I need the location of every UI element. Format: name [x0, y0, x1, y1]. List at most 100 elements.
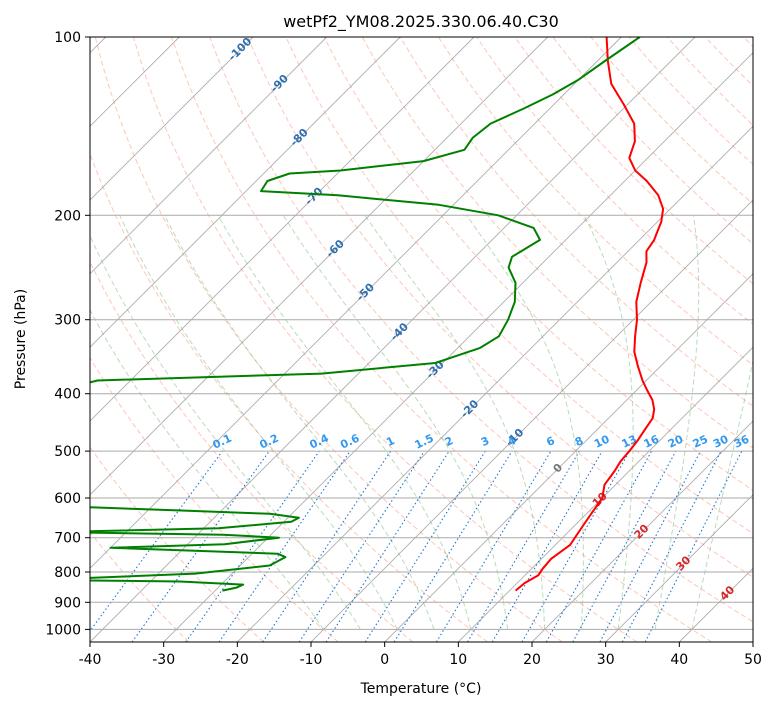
isotherm — [605, 494, 753, 642]
isotherm-label: 40 — [717, 583, 737, 603]
x-tick-label: 50 — [744, 652, 762, 668]
dry-adiabat — [590, 37, 753, 205]
mixing-ratio-label: 36 — [732, 432, 752, 450]
mixing-ratio-label: 1 — [384, 434, 396, 449]
moist-adiabat — [90, 234, 361, 630]
dry-adiabat — [171, 37, 712, 642]
mixing-ratio-line — [218, 450, 351, 642]
mixing-ratio-line — [644, 450, 743, 642]
y-tick-label: 200 — [54, 208, 81, 224]
mixing-ratio-line — [262, 450, 392, 642]
y-tick-label: 100 — [54, 30, 81, 46]
pressure-gridlines — [90, 37, 753, 630]
isotherm — [90, 37, 401, 348]
mixing-ratio-line — [572, 450, 677, 642]
x-tick-label: -40 — [79, 652, 102, 668]
y-tick-label: 1000 — [45, 622, 81, 638]
mixing-ratio-label: 30 — [711, 432, 731, 450]
mixing-ratio-line — [545, 450, 653, 642]
y-tick-label: 500 — [54, 444, 81, 460]
x-tick-label: 0 — [380, 652, 389, 668]
isotherm — [531, 420, 753, 642]
y-axis-label: Pressure (hPa) — [13, 289, 29, 389]
mixing-ratio-line — [621, 450, 722, 642]
mixing-ratio-line — [599, 450, 701, 642]
mixing-ratio-line — [467, 450, 580, 642]
isotherm — [457, 346, 753, 642]
moist-adiabat — [466, 215, 584, 630]
y-tick-label: 700 — [54, 531, 81, 547]
plot-frame — [89, 36, 754, 643]
mixing-ratio-label: 0.4 — [308, 431, 331, 451]
dry-adiabat — [285, 37, 753, 535]
dry-adiabat — [323, 37, 753, 491]
x-tick-label: -10 — [300, 652, 323, 668]
isotherm — [163, 52, 753, 642]
mixing-ratio-line — [521, 450, 630, 642]
x-tick-label: -30 — [152, 652, 175, 668]
isotherm — [384, 273, 753, 642]
isotherm-label: -40 — [388, 320, 411, 343]
dry-adiabat — [514, 37, 753, 285]
y-tick-label: 900 — [54, 595, 81, 611]
mixing-ratio-line — [491, 450, 603, 642]
isotherm — [90, 37, 549, 496]
isotherm — [90, 37, 254, 201]
isotherm-label: -60 — [324, 237, 347, 260]
isotherm-label: 30 — [673, 553, 693, 573]
mixing-ratio-label: 20 — [666, 432, 686, 450]
moist-adiabat — [119, 215, 398, 630]
x-tick-label: 30 — [597, 652, 615, 668]
dry-adiabat — [666, 37, 753, 126]
dry-adiabat — [743, 37, 753, 48]
x-axis-label: Temperature (°C) — [360, 681, 482, 697]
dry-adiabat — [90, 356, 339, 642]
dry-adiabat — [90, 152, 488, 642]
mixing-ratio-label: 6 — [544, 434, 557, 449]
x-tick-label: -20 — [226, 652, 249, 668]
mixing-ratio-label: 0.2 — [258, 432, 281, 452]
isotherm — [678, 567, 753, 642]
isotherm — [90, 37, 475, 422]
x-tick-label: 10 — [449, 652, 467, 668]
mixing-ratio-label: 8 — [573, 434, 585, 449]
temperature-line — [514, 37, 665, 592]
chart-title: wetPf2_YM08.2025.330.06.40.C30 — [283, 12, 559, 32]
mixing-ratio-line — [325, 450, 450, 642]
isotherm — [90, 37, 622, 569]
moist-adiabat — [217, 215, 472, 630]
dry-adiabat — [552, 37, 753, 245]
mixing-ratio-label: 25 — [691, 433, 710, 451]
x-axis-ticks: -40 -30 -20 -10 0 10 20 30 40 50 — [79, 642, 762, 668]
isotherm — [90, 37, 696, 642]
isotherm — [236, 125, 753, 642]
mixing-ratio-label: 16 — [642, 432, 662, 450]
mixing-ratio-label: 10 — [592, 432, 612, 450]
mixing-ratio-line — [364, 450, 486, 642]
moist-adiabat — [691, 358, 753, 630]
y-axis-ticks: 100 200 300 400 500 600 700 800 900 1000 — [45, 30, 90, 638]
y-tick-label: 300 — [54, 313, 81, 329]
mixing-ratio-label: 3 — [479, 434, 491, 449]
sounding-traces — [90, 37, 665, 592]
isotherm — [310, 199, 753, 642]
x-tick-label: 40 — [670, 652, 688, 668]
isotherm — [752, 641, 753, 642]
moist-adiabat — [282, 215, 509, 630]
isotherm-label: -90 — [268, 72, 291, 95]
mixing-ratio-label: 1.5 — [413, 432, 436, 452]
y-tick-label: 400 — [54, 387, 81, 403]
isotherm-label: -70 — [302, 184, 325, 207]
dry-adiabat — [361, 37, 753, 449]
dry-adiabat — [209, 37, 753, 623]
y-tick-label: 800 — [54, 565, 81, 581]
dry-adiabat — [94, 37, 563, 642]
mixing-ratio-line — [185, 450, 320, 642]
mixing-ratio-line — [435, 450, 552, 642]
background-lines — [90, 37, 753, 642]
dry-adiabat — [399, 37, 753, 407]
dry-adiabat — [437, 37, 753, 366]
isotherm-label: -30 — [424, 358, 447, 381]
dry-adiabat — [704, 37, 753, 87]
